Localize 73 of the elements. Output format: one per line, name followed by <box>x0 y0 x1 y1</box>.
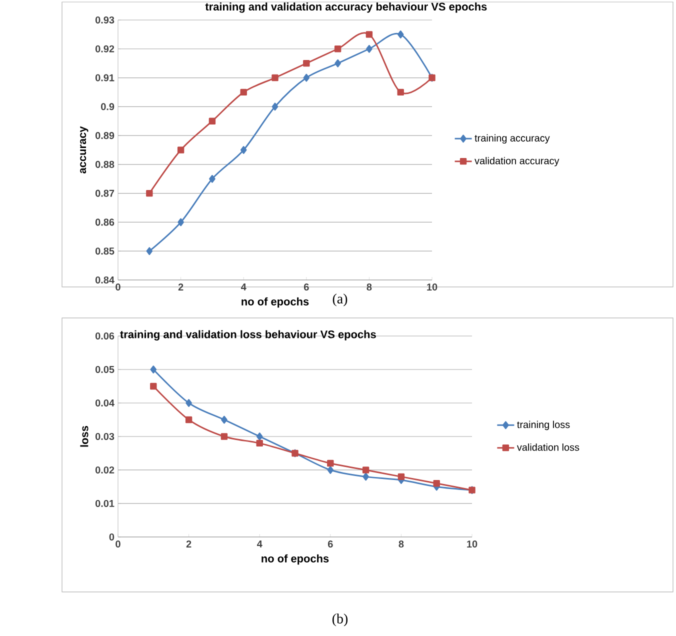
point <box>334 59 341 68</box>
point <box>178 218 184 226</box>
legend-label: validation loss <box>516 443 580 451</box>
y-tick-label: 0.9 <box>101 103 114 110</box>
point <box>327 466 334 474</box>
point <box>334 46 342 52</box>
point <box>150 366 157 374</box>
point <box>303 60 310 67</box>
point <box>397 30 404 38</box>
x-tick-label: 2 <box>178 284 184 290</box>
point <box>272 74 278 82</box>
chart-title: training and validation loss behaviour VS epochs <box>120 330 376 340</box>
point <box>185 416 192 424</box>
x-tick-label: 2 <box>186 540 192 548</box>
y-tick-label: 0.85 <box>95 248 114 255</box>
point <box>366 31 373 38</box>
point <box>256 432 263 440</box>
point <box>327 460 334 467</box>
y-tick-label: 0.06 <box>95 332 114 340</box>
point <box>208 118 216 124</box>
y-tick-label: 0.87 <box>95 190 114 197</box>
y-tick-label: 0.89 <box>95 132 114 140</box>
x-axis-title: no of epochs <box>262 554 329 565</box>
legend-label: validation accuracy <box>474 156 560 166</box>
x-tick-label: 4 <box>240 283 246 290</box>
x-tick-label: 6 <box>328 540 333 548</box>
y-tick-label: 0.02 <box>95 466 114 474</box>
x-tick-label: 10 <box>467 540 478 548</box>
x-tick-label: 10 <box>427 284 438 291</box>
y-axis-title: loss <box>80 426 88 447</box>
point <box>362 472 369 481</box>
point <box>362 466 370 474</box>
y-tick-label: 0.91 <box>95 74 114 82</box>
point <box>186 399 192 407</box>
y-tick-label: 0.01 <box>95 500 114 508</box>
y-axis-title: accuracy <box>80 126 88 174</box>
x-axis-title: no of epochs <box>242 297 309 308</box>
point <box>209 174 216 183</box>
legend-label: training loss <box>517 420 570 430</box>
y-tick-label: 0.03 <box>95 432 114 440</box>
text: (a) <box>332 294 348 306</box>
point <box>146 190 153 197</box>
x-tick-label: 8 <box>398 540 404 548</box>
point <box>366 44 372 53</box>
y-tick-label: 0 <box>109 533 114 541</box>
legend-label: training accuracy <box>474 134 550 144</box>
point <box>221 416 228 424</box>
text: (b) <box>332 614 348 626</box>
y-tick-label: 0.05 <box>95 366 114 374</box>
point <box>220 433 228 440</box>
x-tick-label: 4 <box>256 540 262 548</box>
y-tick-label: 0.86 <box>95 218 114 226</box>
point <box>398 473 405 480</box>
x-tick-label: 0 <box>116 284 120 291</box>
point <box>433 480 440 487</box>
point <box>240 88 247 96</box>
point <box>303 74 310 82</box>
y-tick-label: 0.92 <box>95 45 114 52</box>
point <box>146 247 153 256</box>
point <box>177 146 184 154</box>
x-tick-label: 0 <box>116 540 120 548</box>
y-tick-label: 0.93 <box>95 16 114 24</box>
y-tick-label: 0.04 <box>95 399 114 407</box>
x-tick-label: 8 <box>366 284 372 291</box>
chart-title: training and validation accuracy behaviour VS epochs <box>205 2 487 13</box>
x-tick-label: 6 <box>304 284 309 291</box>
y-tick-label: 0.84 <box>95 276 114 284</box>
point <box>150 382 157 390</box>
point <box>272 102 278 111</box>
point <box>397 88 404 96</box>
point <box>256 440 263 447</box>
y-tick-label: 0.88 <box>95 160 114 168</box>
point <box>240 146 247 154</box>
